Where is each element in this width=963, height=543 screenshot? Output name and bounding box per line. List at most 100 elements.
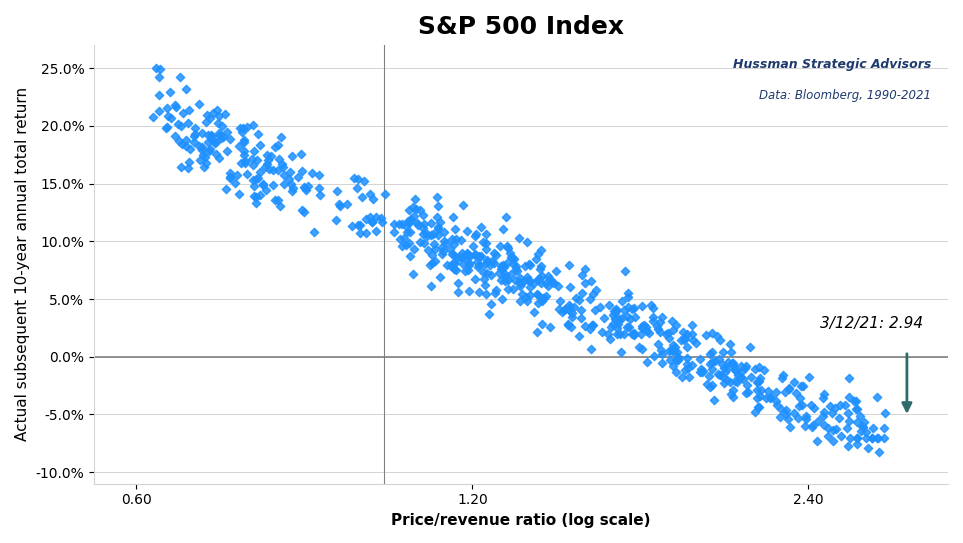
Point xyxy=(668,367,684,376)
Point xyxy=(871,447,886,456)
X-axis label: Price/revenue ratio (log scale): Price/revenue ratio (log scale) xyxy=(391,513,651,528)
Point xyxy=(508,275,523,284)
Point xyxy=(535,293,551,302)
Point xyxy=(282,168,298,176)
Point xyxy=(647,352,663,361)
Point xyxy=(705,348,720,356)
Point xyxy=(233,159,248,168)
Point xyxy=(447,264,462,273)
Point xyxy=(299,186,314,194)
Point xyxy=(259,160,274,169)
Point xyxy=(480,258,495,267)
Point xyxy=(438,238,454,247)
Point xyxy=(713,371,728,380)
Point xyxy=(859,428,874,437)
Point xyxy=(415,211,430,219)
Point xyxy=(716,379,732,388)
Point xyxy=(272,155,287,163)
Point xyxy=(530,276,545,285)
Point xyxy=(529,255,544,264)
Point xyxy=(794,401,810,409)
Point xyxy=(609,323,624,332)
Point xyxy=(627,331,642,339)
Point xyxy=(716,363,732,372)
Point xyxy=(673,336,689,345)
Point xyxy=(719,376,735,384)
Point xyxy=(626,329,641,338)
Point xyxy=(831,414,846,422)
Point xyxy=(275,163,291,172)
Point xyxy=(606,307,621,315)
Point xyxy=(455,201,471,210)
Point xyxy=(174,140,190,148)
Point xyxy=(713,336,728,345)
Point xyxy=(762,394,777,402)
Point xyxy=(864,433,879,442)
Point xyxy=(549,267,564,276)
Point xyxy=(222,173,238,181)
Point xyxy=(587,305,603,314)
Point xyxy=(876,433,892,442)
Point xyxy=(612,314,627,323)
Point xyxy=(692,354,708,363)
Point xyxy=(534,245,549,254)
Point xyxy=(646,304,662,313)
Point xyxy=(855,422,871,431)
Point xyxy=(655,358,670,367)
Point xyxy=(751,363,767,371)
Point xyxy=(435,247,451,256)
Point xyxy=(434,242,450,251)
Point xyxy=(271,196,286,205)
Point xyxy=(664,344,680,353)
Point xyxy=(531,274,546,282)
Point xyxy=(458,254,474,263)
Point xyxy=(215,122,230,131)
Point xyxy=(577,279,592,288)
Point xyxy=(720,364,736,372)
Point xyxy=(542,274,558,283)
Point xyxy=(605,311,620,319)
Point xyxy=(488,286,504,294)
Point xyxy=(252,167,268,176)
Point xyxy=(460,266,476,275)
Point xyxy=(401,217,416,225)
Title: S&P 500 Index: S&P 500 Index xyxy=(418,15,624,39)
Point xyxy=(178,85,194,94)
Point xyxy=(571,331,586,340)
Point xyxy=(810,416,825,425)
Point xyxy=(425,250,440,259)
Point xyxy=(730,377,745,386)
Point xyxy=(393,235,408,243)
Point xyxy=(705,365,720,374)
Point xyxy=(160,123,175,131)
Point xyxy=(374,213,389,222)
Point xyxy=(267,143,282,151)
Point xyxy=(534,279,549,288)
Point xyxy=(853,427,869,436)
Point xyxy=(668,320,684,329)
Point xyxy=(735,367,750,375)
Text: 3/12/21: 2.94: 3/12/21: 2.94 xyxy=(820,316,924,331)
Point xyxy=(227,178,243,187)
Point xyxy=(258,186,273,194)
Point xyxy=(238,159,253,168)
Point xyxy=(679,360,694,369)
Point xyxy=(739,389,754,397)
Point xyxy=(151,106,167,115)
Point xyxy=(478,280,493,289)
Point xyxy=(397,233,412,242)
Point xyxy=(773,405,789,414)
Point xyxy=(877,408,893,417)
Point xyxy=(828,424,844,433)
Point xyxy=(296,207,311,216)
Point xyxy=(738,364,753,372)
Point xyxy=(645,313,661,321)
Point xyxy=(285,184,300,192)
Point xyxy=(621,302,637,311)
Point xyxy=(471,252,486,261)
Point xyxy=(621,288,637,297)
Point xyxy=(702,349,717,358)
Point xyxy=(237,147,252,155)
Point xyxy=(461,251,477,260)
Point xyxy=(394,241,409,250)
